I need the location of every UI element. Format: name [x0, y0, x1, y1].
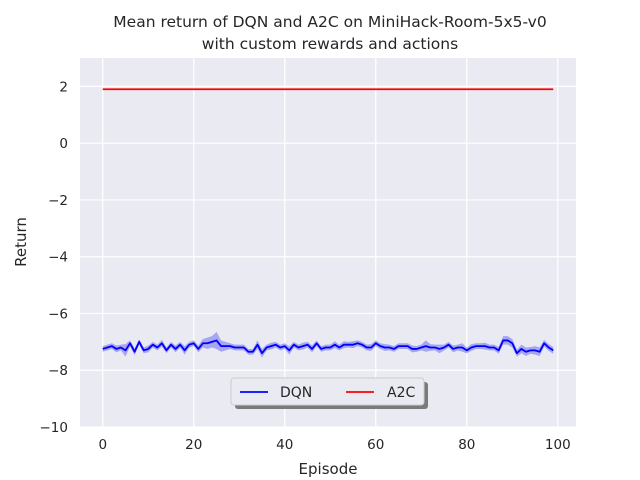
x-tick-label: 60: [367, 437, 384, 453]
chart-title-line-1: Mean return of DQN and A2C on MiniHack-R…: [113, 13, 546, 31]
y-tick-label: 0: [59, 136, 68, 152]
y-tick-label: 2: [59, 79, 68, 95]
x-tick-label: 80: [458, 437, 475, 453]
y-tick-label: −8: [48, 363, 68, 379]
chart-title-line-2: with custom rewards and actions: [202, 35, 458, 53]
plot-area: [80, 58, 576, 427]
grid-lines: [80, 58, 576, 428]
x-tick-label: 20: [185, 437, 202, 453]
x-tick-label: 40: [276, 437, 293, 453]
x-axis-label: Episode: [299, 460, 358, 478]
confidence-bands: [102, 331, 554, 358]
legend-label-dqn: DQN: [280, 385, 312, 401]
y-tick-label: −4: [48, 250, 68, 266]
band-dqn: [102, 331, 554, 358]
y-tick-label: −10: [40, 420, 69, 436]
legend: DQN A2C: [230, 377, 428, 409]
x-tick-label: 0: [98, 437, 107, 453]
x-tick-label: 100: [545, 437, 571, 453]
y-tick-label: −2: [48, 193, 68, 209]
tick-labels: 0 20 40 60 80 100 −10 −8 −6 −4 −2 0 2: [40, 79, 571, 453]
legend-label-a2c: A2C: [387, 385, 415, 401]
series-line-dqn: [102, 339, 554, 355]
y-tick-label: −6: [48, 306, 68, 322]
series-lines: [102, 88, 554, 355]
y-axis-label: Return: [12, 217, 30, 267]
legend-box: [230, 377, 425, 406]
